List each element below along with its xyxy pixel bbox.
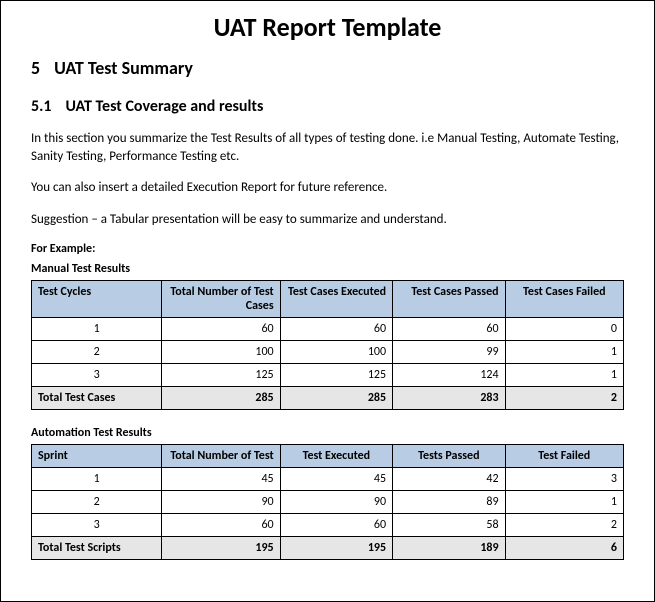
cell: 90 [162,491,280,514]
cell: 1 [505,341,623,364]
col-header: Test Cases Executed [280,281,392,318]
total-cell: 283 [393,387,505,410]
total-cell: 195 [280,537,392,560]
col-header: Test Cycles [32,281,162,318]
section-label: UAT Test Summary [54,57,193,79]
table-total-row: Total Test Cases 285 285 283 2 [32,387,624,410]
cell: 124 [393,364,505,387]
automation-results-table: Sprint Total Number of Test Test Execute… [31,444,624,560]
total-cell: 285 [162,387,280,410]
manual-results-table: Test Cycles Total Number of Test Cases T… [31,280,624,410]
cell: 2 [32,491,162,514]
col-header: Test Failed [505,445,623,468]
cell: 60 [280,318,392,341]
cell: 89 [393,491,505,514]
cell: 3 [32,364,162,387]
subsection-heading: 5.1 UAT Test Coverage and results [31,97,624,116]
table-row: 3 125 125 124 1 [32,364,624,387]
total-cell: 195 [162,537,280,560]
cell: 100 [280,341,392,364]
cell: 2 [32,341,162,364]
paragraph-2: You can also insert a detailed Execution… [31,179,624,197]
col-header: Total Number of Test Cases [162,281,280,318]
cell: 125 [280,364,392,387]
table-row: 3 60 60 58 2 [32,514,624,537]
table-row: 1 45 45 42 3 [32,468,624,491]
total-label: Total Test Cases [32,387,162,410]
table-row: 2 90 90 89 1 [32,491,624,514]
cell: 60 [162,514,280,537]
manual-table-title: Manual Test Results [31,262,624,276]
cell: 3 [505,468,623,491]
total-cell: 189 [393,537,505,560]
cell: 90 [280,491,392,514]
cell: 1 [32,468,162,491]
total-label: Total Test Scripts [32,537,162,560]
cell: 1 [505,491,623,514]
col-header: Test Cases Passed [393,281,505,318]
subsection-number: 5.1 [31,97,52,116]
cell: 45 [280,468,392,491]
cell: 3 [32,514,162,537]
total-cell: 6 [505,537,623,560]
cell: 45 [162,468,280,491]
cell: 60 [393,318,505,341]
table-total-row: Total Test Scripts 195 195 189 6 [32,537,624,560]
col-header: Test Cases Failed [505,281,623,318]
section-number: 5 [31,57,40,79]
table-row: 2 100 100 99 1 [32,341,624,364]
cell: 1 [505,364,623,387]
section-heading: 5 UAT Test Summary [31,57,624,79]
paragraph-1: In this section you summarize the Test R… [31,130,624,165]
paragraph-3: Suggestion – a Tabular presentation will… [31,211,624,229]
col-header: Sprint [32,445,162,468]
cell: 2 [505,514,623,537]
table-header-row: Test Cycles Total Number of Test Cases T… [32,281,624,318]
col-header: Test Executed [280,445,392,468]
cell: 100 [162,341,280,364]
cell: 58 [393,514,505,537]
total-cell: 285 [280,387,392,410]
cell: 60 [162,318,280,341]
page-title: UAT Report Template [31,11,624,43]
subsection-label: UAT Test Coverage and results [66,97,264,116]
cell: 0 [505,318,623,341]
automation-table-title: Automation Test Results [31,426,624,440]
cell: 60 [280,514,392,537]
col-header: Tests Passed [393,445,505,468]
cell: 125 [162,364,280,387]
total-cell: 2 [505,387,623,410]
cell: 42 [393,468,505,491]
cell: 1 [32,318,162,341]
col-header: Total Number of Test [162,445,280,468]
table-header-row: Sprint Total Number of Test Test Execute… [32,445,624,468]
for-example-label: For Example: [31,242,624,256]
cell: 99 [393,341,505,364]
table-row: 1 60 60 60 0 [32,318,624,341]
